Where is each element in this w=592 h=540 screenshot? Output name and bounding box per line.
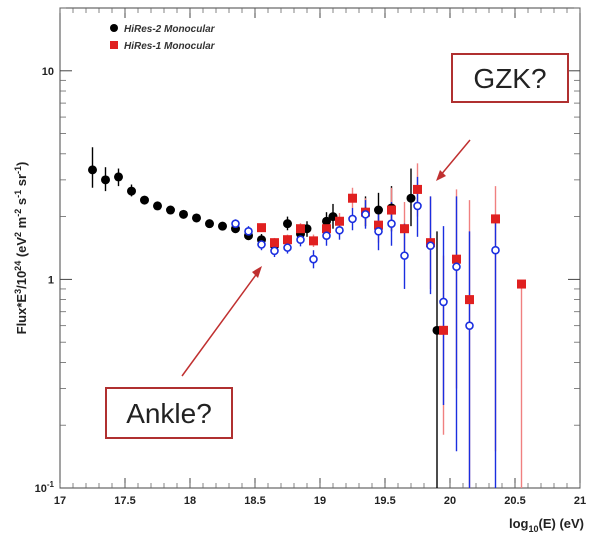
x-tick-label: 19.5 <box>374 495 395 507</box>
data-point-hires1 <box>452 254 461 264</box>
data-point-open <box>426 241 435 251</box>
data-point-open <box>322 231 331 240</box>
data-point-open <box>270 246 279 256</box>
data-point-hires2 <box>88 165 97 175</box>
data-point-hires2 <box>192 213 201 223</box>
data-point-hires2 <box>101 175 110 185</box>
x-tick-label: 21 <box>574 495 586 507</box>
data-point-open <box>257 240 266 249</box>
data-point-hires1 <box>283 235 292 245</box>
x-tick-label: 20.5 <box>504 495 525 507</box>
data-point-hires1 <box>465 295 474 305</box>
data-point-hires1 <box>413 184 422 194</box>
data-point-hires1 <box>309 236 318 246</box>
data-point-open <box>491 245 500 255</box>
data-point-open <box>465 321 474 330</box>
data-point-open <box>244 227 253 236</box>
data-point-hires2 <box>179 209 188 219</box>
data-point-hires2 <box>322 216 331 226</box>
data-markers <box>88 165 526 335</box>
gzk-annotation: GZK? <box>436 53 569 181</box>
x-tick-label: 18.5 <box>244 495 265 507</box>
x-axis-title: log10(E) (eV) <box>509 516 584 534</box>
data-point-open <box>387 219 396 228</box>
data-point-hires1 <box>270 238 279 248</box>
data-point-hires1 <box>257 223 266 233</box>
gzk-callout-box <box>451 53 569 103</box>
x-tick-label: 17.5 <box>114 495 135 507</box>
legend: HiRes-2 Monocular HiRes-1 Monocular <box>110 24 216 52</box>
ankle-callout-box <box>105 387 233 439</box>
data-point-hires1 <box>517 279 526 289</box>
data-point-open <box>231 219 240 228</box>
y-axis-title: Flux*E3/1024 (eV2 m-2 s-1 sr-1) <box>13 162 29 335</box>
y-tick-label: 10 <box>42 66 54 78</box>
data-point-hires1 <box>439 325 448 335</box>
data-point-hires1 <box>400 224 409 234</box>
ankle-arrow <box>181 271 259 377</box>
gzk-arrowhead <box>436 170 446 181</box>
legend-label-hires1: HiRes-1 Monocular <box>124 41 216 52</box>
data-point-open <box>439 297 448 307</box>
data-point-open <box>296 235 305 244</box>
data-point-open <box>374 227 383 236</box>
data-point-open <box>283 243 292 252</box>
ankle-annotation: Ankle? <box>105 266 262 439</box>
y-tick-label: 10-1 <box>35 480 55 495</box>
ankle-callout-text: Ankle? <box>126 398 212 429</box>
data-point-hires2 <box>127 186 136 196</box>
data-point-open <box>335 225 344 235</box>
data-point-hires1 <box>374 220 383 230</box>
data-point-hires2 <box>114 172 123 182</box>
data-point-hires2 <box>283 219 292 229</box>
data-point-hires2 <box>140 195 149 205</box>
data-point-hires2 <box>166 205 175 215</box>
data-point-open <box>348 214 357 224</box>
y-tick-labels: 10 1 10-1 <box>35 66 55 495</box>
data-point-hires2 <box>218 221 227 231</box>
data-point-hires2 <box>205 219 214 229</box>
data-point-hires2 <box>153 201 162 211</box>
x-tick-label: 17 <box>54 495 66 507</box>
legend-label-hires2: HiRes-2 Monocular <box>124 24 216 35</box>
data-point-open <box>361 210 370 219</box>
ankle-arrowhead <box>252 266 262 278</box>
data-point-hires1 <box>322 224 331 234</box>
x-tick-label: 18 <box>184 495 196 507</box>
x-tick-label: 20 <box>444 495 456 507</box>
gzk-arrow <box>439 139 471 177</box>
data-point-hires1 <box>387 205 396 215</box>
y-tick-label: 1 <box>48 274 54 286</box>
data-point-hires2 <box>406 193 416 203</box>
data-point-open <box>309 254 318 264</box>
data-point-hires1 <box>296 224 305 234</box>
gzk-callout-text: GZK? <box>473 63 546 94</box>
data-point-open <box>452 262 461 272</box>
x-tick-labels: 17 17.5 18 18.5 19 19.5 20 20.5 21 <box>54 495 586 507</box>
axis-ticks <box>59 7 581 489</box>
x-tick-label: 19 <box>314 495 326 507</box>
data-point-hires2 <box>374 205 383 215</box>
legend-marker-hires2 <box>110 24 118 32</box>
data-point-open <box>413 201 422 211</box>
data-point-hires1 <box>348 193 357 203</box>
legend-marker-hires1 <box>110 41 118 49</box>
data-point-hires1 <box>335 216 344 226</box>
data-point-hires1 <box>491 214 500 224</box>
data-point-open <box>400 251 409 260</box>
